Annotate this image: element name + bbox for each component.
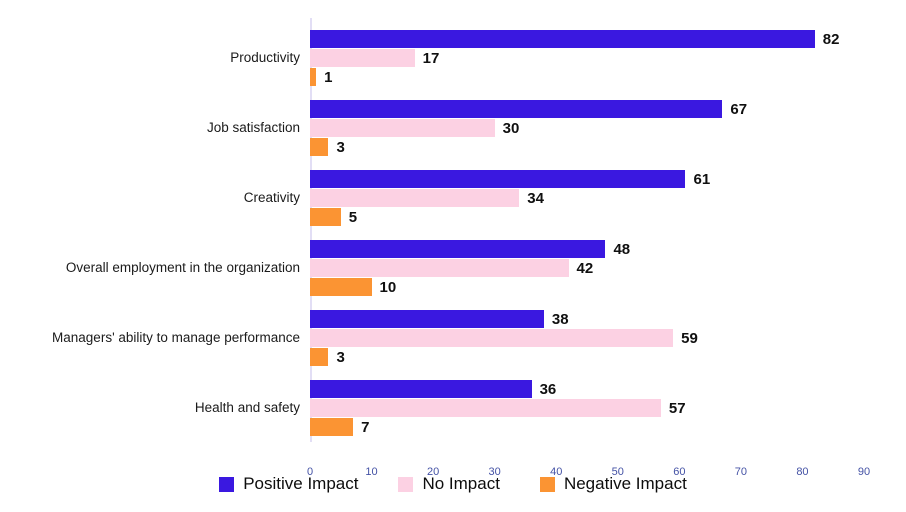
bar-positive-impact (310, 100, 723, 118)
legend-item-positive-impact: Positive Impact (219, 474, 358, 494)
x-tick: 30 (488, 466, 501, 478)
legend-label: Positive Impact (243, 474, 359, 493)
x-tick: 60 (673, 466, 686, 478)
bar-negative-impact (310, 208, 341, 226)
bar-positive-impact (310, 240, 606, 258)
bar-stack: 48 42 10 (310, 240, 864, 296)
bar-no-impact (310, 119, 495, 137)
bar-row: 61 (310, 170, 864, 188)
x-tick: 70 (734, 466, 747, 478)
category-label: Health and safety (194, 399, 300, 415)
bar-row: 36 (310, 380, 864, 398)
value-label: 17 (422, 49, 440, 67)
bar-negative-impact (310, 278, 372, 296)
value-label: 7 (361, 418, 370, 436)
legend-swatch-negative-impact (539, 476, 555, 492)
bar-stack: 67 30 3 (310, 100, 864, 156)
bar-group-job-satisfaction: Job satisfaction 67 30 3 (0, 93, 906, 163)
bar-negative-impact (310, 68, 317, 86)
value-label: 3 (336, 348, 345, 366)
bar-group-productivity: Productivity 82 17 1 (0, 23, 906, 93)
x-axis: 0 10 20 30 40 50 60 70 80 90 (306, 466, 870, 482)
bar-no-impact (310, 259, 569, 277)
bar-row: 7 (310, 418, 864, 436)
bar-row: 30 (310, 119, 864, 137)
x-tick: 0 (306, 466, 314, 478)
bar-negative-impact (310, 418, 354, 436)
bar-group-managers-ability: Managers' ability to manage performance … (0, 303, 906, 373)
bar-row: 3 (310, 138, 864, 156)
value-label: 67 (730, 100, 748, 118)
bar-positive-impact (310, 310, 544, 328)
bar-row: 67 (310, 100, 864, 118)
legend: Positive Impact No Impact Negative Impac… (0, 474, 906, 494)
bar-row: 82 (310, 30, 864, 48)
category-label: Overall employment in the organization (65, 259, 300, 275)
x-tick: 20 (426, 466, 440, 478)
value-label: 10 (379, 278, 397, 296)
value-label: 38 (551, 310, 569, 328)
bar-positive-impact (310, 30, 815, 48)
legend-swatch-no-impact (398, 476, 414, 492)
x-tick: 40 (550, 466, 563, 478)
bar-row: 38 (310, 310, 864, 328)
value-label: 30 (502, 119, 520, 137)
bar-group-health-safety: Health and safety 36 57 7 (0, 373, 906, 443)
bar-stack: 82 17 1 (310, 30, 864, 86)
bar-group-creativity: Creativity 61 34 5 (0, 163, 906, 233)
x-tick: 10 (365, 466, 378, 478)
legend-item-negative-impact: Negative Impact (539, 474, 687, 494)
bar-no-impact (310, 49, 415, 67)
bar-no-impact (310, 329, 674, 347)
value-label: 82 (822, 30, 840, 48)
bar-row: 17 (310, 49, 864, 67)
bar-row: 48 (310, 240, 864, 258)
plot-area: Productivity 82 17 1 Job satisfaction (0, 23, 906, 443)
category-label: Managers' ability to manage performance (52, 329, 300, 345)
bar-positive-impact (310, 380, 532, 398)
bar-stack: 36 57 7 (310, 380, 864, 436)
bar-no-impact (310, 189, 520, 207)
category-label: Job satisfaction (206, 119, 300, 135)
bar-row: 3 (310, 348, 864, 366)
value-label: 1 (324, 68, 333, 86)
value-label: 59 (681, 329, 698, 347)
category-label: Productivity (230, 49, 300, 65)
legend-label: No Impact (422, 474, 500, 493)
bar-row: 42 (310, 259, 864, 277)
bar-no-impact (310, 399, 661, 417)
value-label: 5 (348, 208, 358, 226)
legend-swatch-positive-impact (219, 476, 235, 492)
zero-axis-line (310, 18, 312, 442)
value-label: 57 (668, 399, 686, 417)
bar-negative-impact (310, 138, 329, 156)
bar-stack: 38 59 3 (310, 310, 864, 366)
legend-label: Negative Impact (563, 474, 687, 493)
bar-row: 34 (310, 189, 864, 207)
value-label: 3 (336, 138, 345, 156)
bar-group-overall-employment: Overall employment in the organization 4… (0, 233, 906, 303)
category-label: Creativity (243, 189, 300, 205)
x-tick: 80 (796, 466, 809, 478)
bar-row: 10 (310, 278, 864, 296)
x-tick: 90 (857, 466, 871, 478)
value-label: 42 (576, 259, 594, 277)
value-label: 61 (693, 170, 711, 188)
value-label: 48 (613, 240, 631, 258)
bar-row: 1 (310, 68, 864, 86)
value-label: 36 (539, 380, 557, 398)
bar-negative-impact (310, 348, 329, 366)
bar-row: 57 (310, 399, 864, 417)
bar-stack: 61 34 5 (310, 170, 864, 226)
bar-row: 59 (310, 329, 864, 347)
value-label: 34 (527, 189, 544, 207)
legend-item-no-impact: No Impact (398, 474, 500, 494)
x-tick: 50 (611, 466, 624, 478)
bar-row: 5 (310, 208, 864, 226)
bar-positive-impact (310, 170, 686, 188)
